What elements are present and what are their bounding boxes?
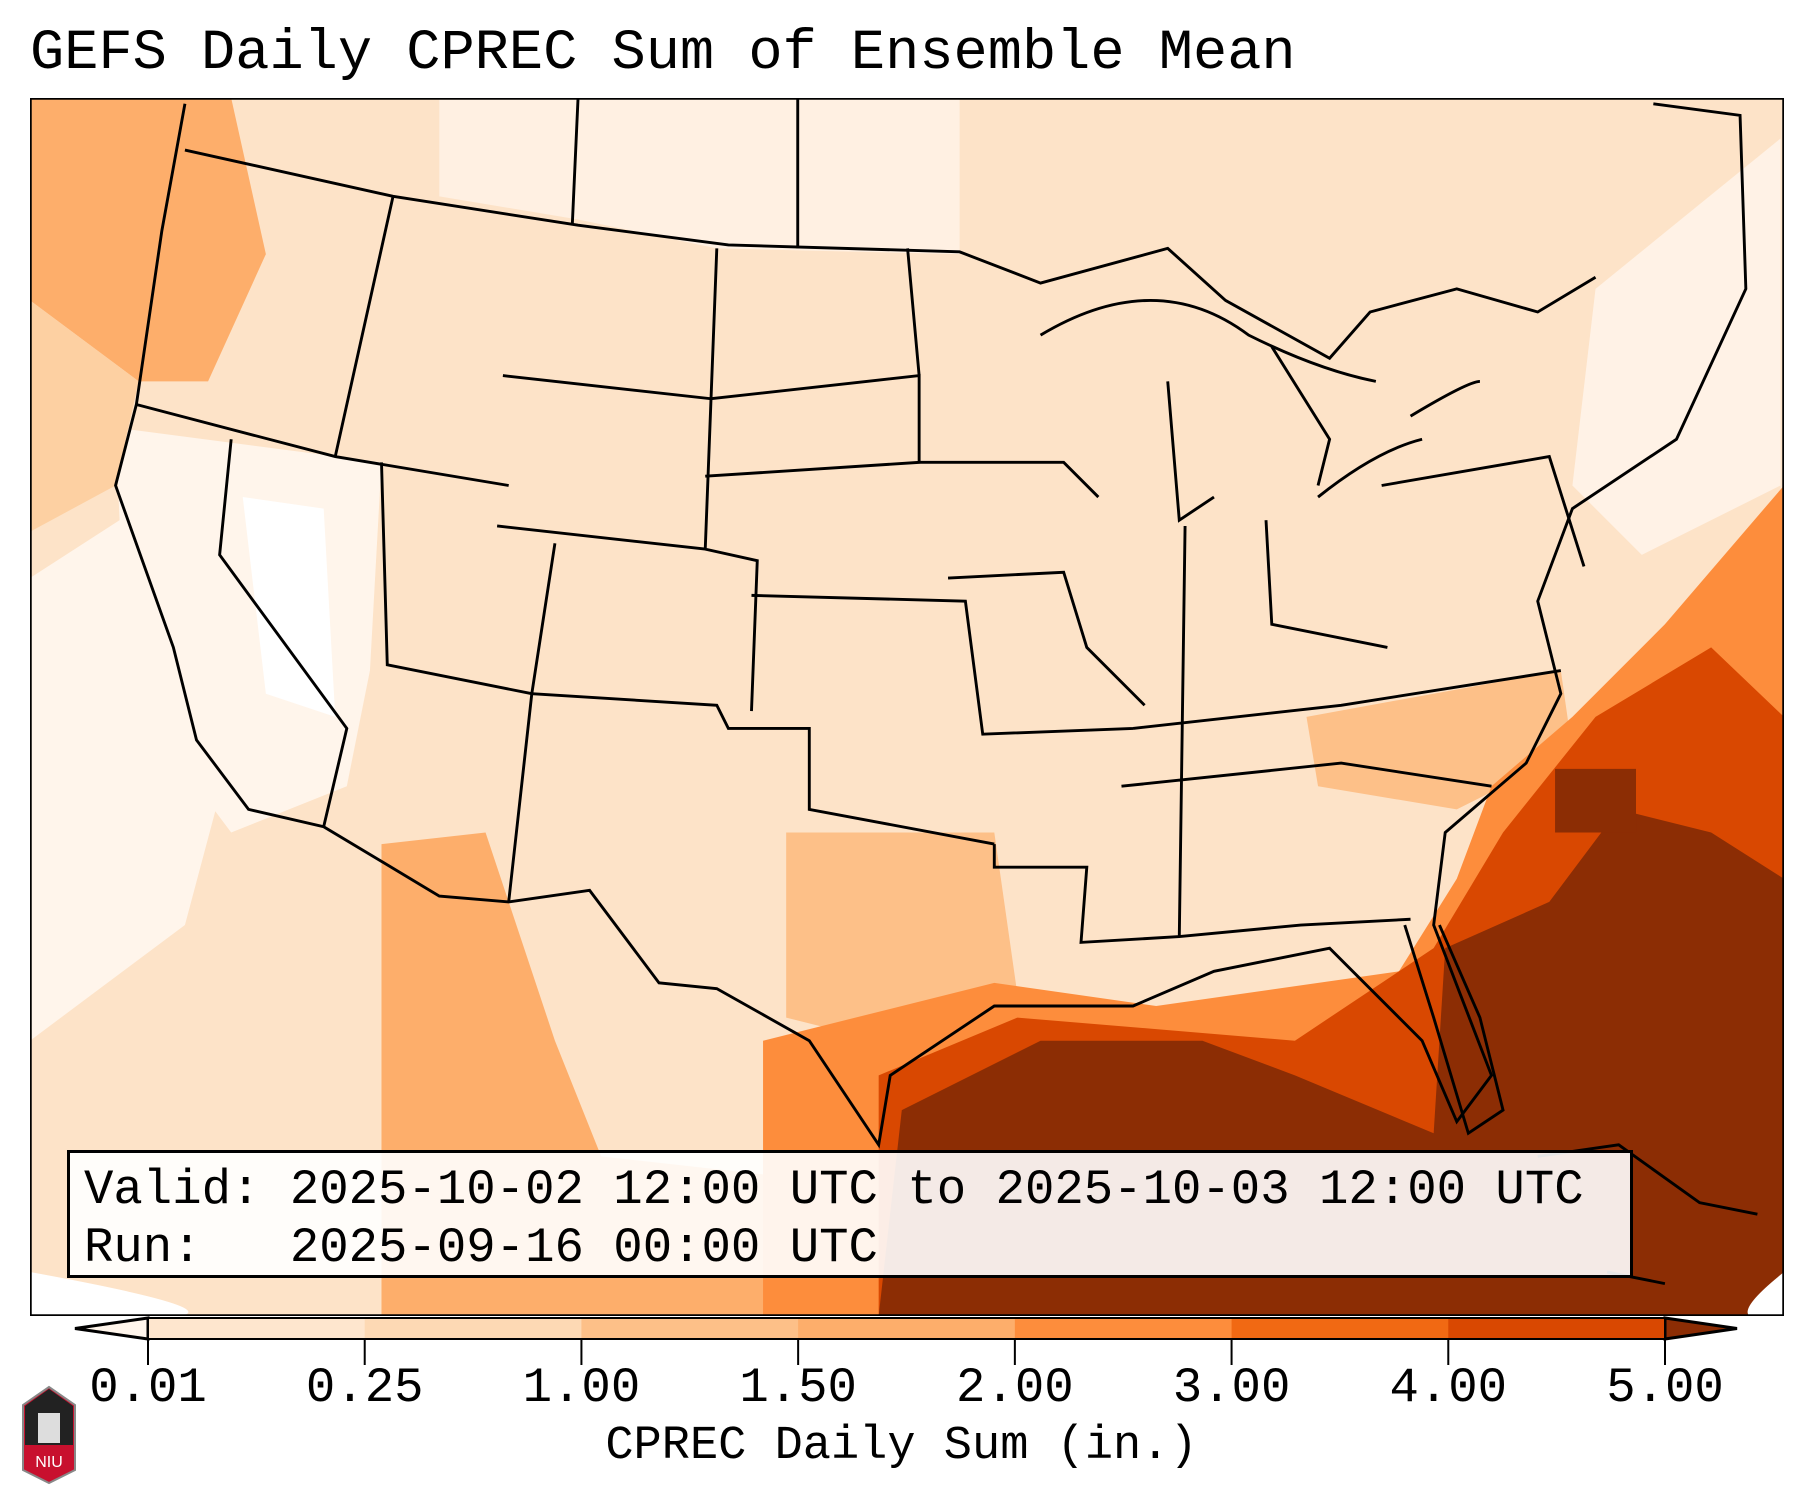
precipitation-map <box>30 98 1784 1316</box>
great-lakes <box>1039 298 1481 523</box>
niu-logo: NIU <box>22 1385 76 1485</box>
white-area-pacific <box>30 485 232 1041</box>
colorbar-tick-label: 3.00 <box>1172 1360 1291 1416</box>
colorbar-bin <box>1014 1318 1233 1339</box>
light-area-east <box>1572 138 1781 555</box>
light-area-north <box>439 98 960 255</box>
canada-border <box>184 148 1597 361</box>
colorbar-over-arrow <box>1663 1316 1738 1341</box>
colorbar <box>74 1316 1738 1365</box>
colorbar-tick-label: 4.00 <box>1389 1360 1508 1416</box>
colorbar-tick-label: 2.00 <box>956 1360 1074 1416</box>
colorbar-bin <box>148 1318 366 1339</box>
pnw-precip-light <box>30 300 139 532</box>
colorbar-under-arrow <box>74 1316 150 1341</box>
valid-line: Valid: 2025-10-02 12:00 UTC to 2025-10-0… <box>84 1162 1584 1218</box>
colorbar-frame <box>147 1317 1666 1340</box>
out-of-domain-left <box>30 1272 189 1316</box>
colorbar-tick-label: 5.00 <box>1606 1360 1724 1416</box>
us-outline <box>114 102 1748 1149</box>
run-line: Run: 2025-09-16 00:00 UTC <box>84 1220 878 1276</box>
state-lines-west <box>136 98 995 903</box>
chart-title: GEFS Daily CPREC Sum of Ensemble Mean <box>30 22 1296 86</box>
colorbar-bin <box>1448 1318 1666 1339</box>
colorbar-bin <box>1231 1318 1449 1339</box>
extreme-patch-atlantic <box>1555 768 1637 833</box>
colorbar-tick-label: 0.25 <box>305 1360 424 1416</box>
colorbar-bin <box>798 1318 1016 1339</box>
colorbar-bin <box>581 1318 799 1339</box>
colorbar-tick-label: 1.00 <box>522 1360 641 1416</box>
valid-time-box: Valid: 2025-10-02 12:00 UTC to 2025-10-0… <box>67 1150 1633 1278</box>
boundaries <box>114 98 1758 1286</box>
out-of-domain-right <box>1747 1272 1784 1316</box>
colorbar-tick-label: 0.01 <box>89 1360 207 1416</box>
florida <box>1403 924 1505 1136</box>
logo-text: NIU <box>35 1454 63 1471</box>
state-lines-central <box>705 248 1586 944</box>
texas-precip <box>786 832 1018 1041</box>
pnw-precip <box>30 98 266 382</box>
colorbar-bin <box>364 1318 582 1339</box>
colorbar-label: CPREC Daily Sum (in.) <box>605 1420 1198 1473</box>
white-patch-nevada <box>242 497 336 717</box>
colorbar-tick-label: 1.50 <box>739 1360 857 1416</box>
